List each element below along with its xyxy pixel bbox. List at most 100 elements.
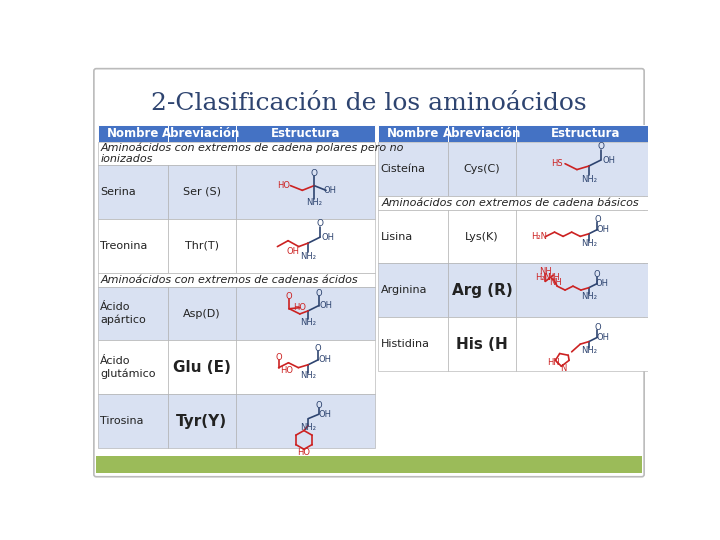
Text: NH₂: NH₂: [300, 371, 316, 380]
Bar: [98, 165, 168, 219]
Text: NH₂: NH₂: [581, 239, 597, 248]
Text: Nombre: Nombre: [107, 127, 159, 140]
Text: NH₂: NH₂: [300, 252, 316, 260]
Text: OH: OH: [319, 410, 332, 419]
Text: Histidina: Histidina: [381, 339, 430, 349]
Bar: [516, 210, 656, 264]
Bar: [96, 456, 642, 473]
Text: Tyr(Y): Tyr(Y): [176, 414, 228, 429]
Text: HS: HS: [551, 159, 562, 168]
Text: O: O: [594, 215, 600, 224]
Bar: [98, 273, 375, 287]
Text: OH: OH: [318, 355, 331, 364]
Bar: [448, 125, 516, 142]
Text: OH: OH: [603, 156, 616, 165]
Text: Cys(C): Cys(C): [464, 164, 500, 174]
Bar: [235, 165, 375, 219]
Text: NH: NH: [539, 267, 552, 276]
Text: HN: HN: [547, 359, 560, 367]
Bar: [235, 125, 375, 142]
Text: O: O: [315, 401, 322, 410]
Text: O: O: [317, 219, 323, 228]
Text: O: O: [286, 292, 292, 301]
Text: Ácido
apártico: Ácido apártico: [100, 302, 146, 325]
Text: OH: OH: [320, 301, 333, 310]
Bar: [168, 394, 235, 448]
Text: NH₂: NH₂: [581, 174, 597, 184]
Bar: [98, 394, 168, 448]
Text: OH: OH: [595, 279, 608, 288]
Text: NH: NH: [549, 278, 562, 287]
Text: OH: OH: [322, 233, 335, 242]
Text: His (H: His (H: [456, 337, 508, 352]
Text: NH₂: NH₂: [581, 347, 597, 355]
Bar: [378, 142, 448, 195]
Text: Ácido
glutámico: Ácido glutámico: [100, 356, 156, 379]
FancyBboxPatch shape: [94, 69, 644, 477]
Bar: [235, 394, 375, 448]
Text: Lisina: Lisina: [381, 232, 413, 241]
Text: Glu (E): Glu (E): [173, 360, 230, 375]
Text: O: O: [597, 142, 604, 151]
Text: Aminoácidos con extremos de cadena básicos: Aminoácidos con extremos de cadena básic…: [382, 198, 639, 207]
Bar: [235, 340, 375, 394]
Bar: [448, 318, 516, 372]
Text: O: O: [593, 270, 600, 279]
Bar: [168, 287, 235, 340]
Text: HO: HO: [293, 303, 306, 312]
Bar: [168, 165, 235, 219]
Text: O: O: [310, 169, 318, 178]
Text: NH₂: NH₂: [581, 292, 597, 301]
Text: Estructura: Estructura: [271, 127, 341, 140]
Text: Nombre: Nombre: [387, 127, 439, 140]
Text: Aminoácidos con extremos de cadena polares pero no
ionizados: Aminoácidos con extremos de cadena polar…: [101, 143, 404, 164]
Text: O: O: [275, 353, 282, 362]
Text: O: O: [315, 344, 321, 353]
Bar: [235, 219, 375, 273]
Bar: [168, 125, 235, 142]
Text: H₂N: H₂N: [535, 273, 551, 282]
Bar: [378, 195, 656, 210]
Text: NH₂: NH₂: [300, 423, 316, 433]
Bar: [448, 264, 516, 318]
Bar: [516, 142, 656, 195]
Bar: [378, 264, 448, 318]
Text: OH: OH: [287, 247, 300, 256]
Bar: [235, 287, 375, 340]
Bar: [168, 219, 235, 273]
Bar: [168, 340, 235, 394]
Text: Treonina: Treonina: [100, 241, 148, 251]
Text: Tirosina: Tirosina: [100, 416, 143, 426]
Text: OH: OH: [597, 225, 610, 234]
Bar: [98, 219, 168, 273]
Text: Estructura: Estructura: [552, 127, 621, 140]
Text: Abreviación: Abreviación: [163, 127, 240, 140]
Text: OH: OH: [597, 333, 610, 342]
Text: 2-Clasificación de los aminoácidos: 2-Clasificación de los aminoácidos: [151, 92, 587, 115]
Text: OH: OH: [324, 186, 337, 195]
Bar: [378, 210, 448, 264]
Text: O: O: [315, 289, 322, 298]
Bar: [378, 125, 448, 142]
Bar: [98, 340, 168, 394]
Bar: [516, 318, 656, 372]
Text: NH: NH: [547, 273, 559, 282]
Text: Serina: Serina: [100, 187, 136, 197]
Bar: [448, 142, 516, 195]
Text: Abreviación: Abreviación: [443, 127, 521, 140]
Text: NH₂: NH₂: [300, 318, 316, 327]
Text: HO: HO: [297, 449, 310, 457]
Text: Aminoácidos con extremos de cadenas ácidos: Aminoácidos con extremos de cadenas ácid…: [101, 275, 359, 285]
Bar: [98, 142, 375, 165]
Text: Asp(D): Asp(D): [183, 308, 220, 319]
Text: Cisteína: Cisteína: [381, 164, 426, 174]
Bar: [98, 287, 168, 340]
Text: Thr(T): Thr(T): [184, 241, 219, 251]
Text: NH₂: NH₂: [306, 198, 322, 207]
Bar: [516, 264, 656, 318]
Bar: [378, 318, 448, 372]
Text: O: O: [594, 323, 600, 332]
Bar: [448, 210, 516, 264]
Text: N: N: [560, 364, 567, 373]
Text: H₂N: H₂N: [531, 232, 547, 241]
